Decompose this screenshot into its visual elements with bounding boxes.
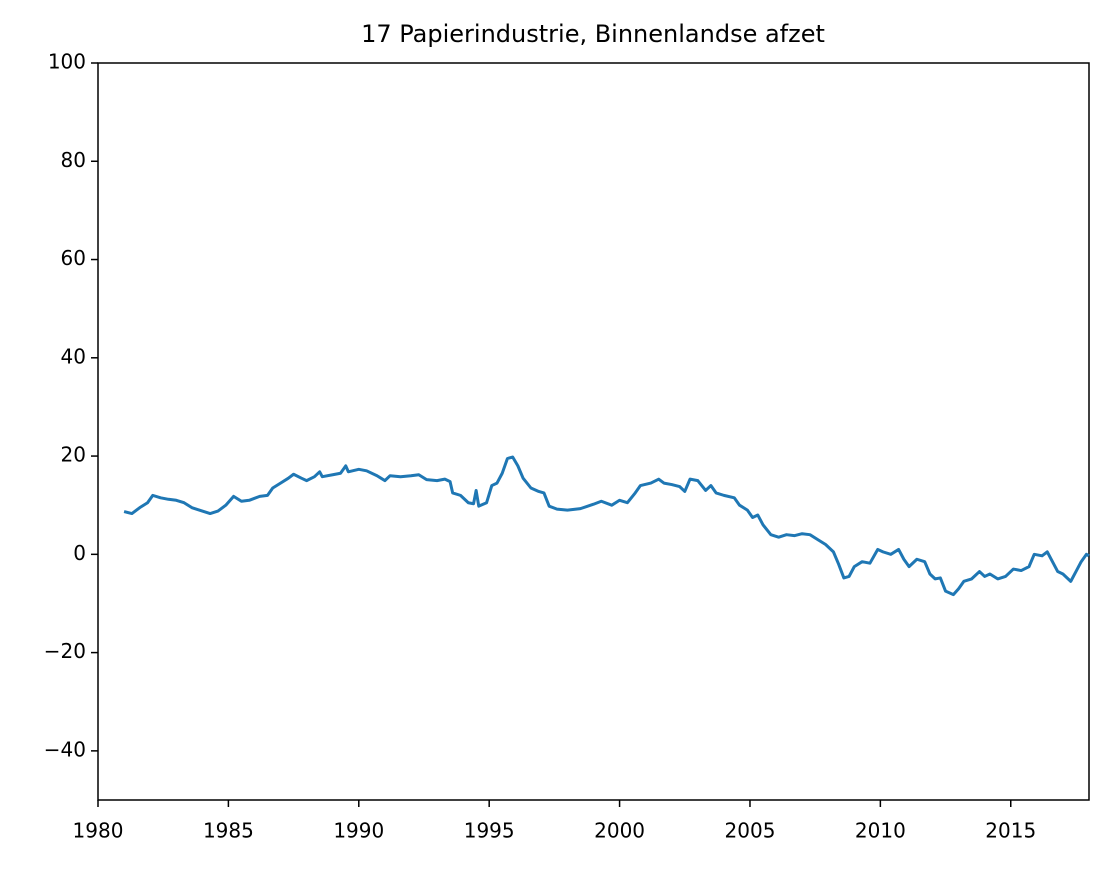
x-tick-label: 2005 [725,819,776,843]
data-line [123,455,1090,597]
y-tick-label: −20 [44,639,86,663]
plot-frame [97,62,1090,801]
y-tick-label: −40 [44,737,86,761]
x-tick-label: 1985 [203,819,254,843]
x-tick-label: 2010 [855,819,906,843]
x-tick-label: 2015 [985,819,1036,843]
x-tick-label: 1980 [73,819,124,843]
y-tick-label: 0 [73,541,86,565]
y-tick-label: 20 [61,443,86,467]
x-tick-label: 1990 [333,819,384,843]
y-tick-label: 80 [61,148,86,172]
y-tick-label: 60 [61,246,86,270]
y-tick-label: 40 [61,344,86,368]
y-tick-label: 100 [48,50,86,74]
x-tick-label: 2000 [594,819,645,843]
chart-title: 17 Papierindustrie, Binnenlandse afzet [361,20,825,48]
x-tick-label: 1995 [464,819,515,843]
